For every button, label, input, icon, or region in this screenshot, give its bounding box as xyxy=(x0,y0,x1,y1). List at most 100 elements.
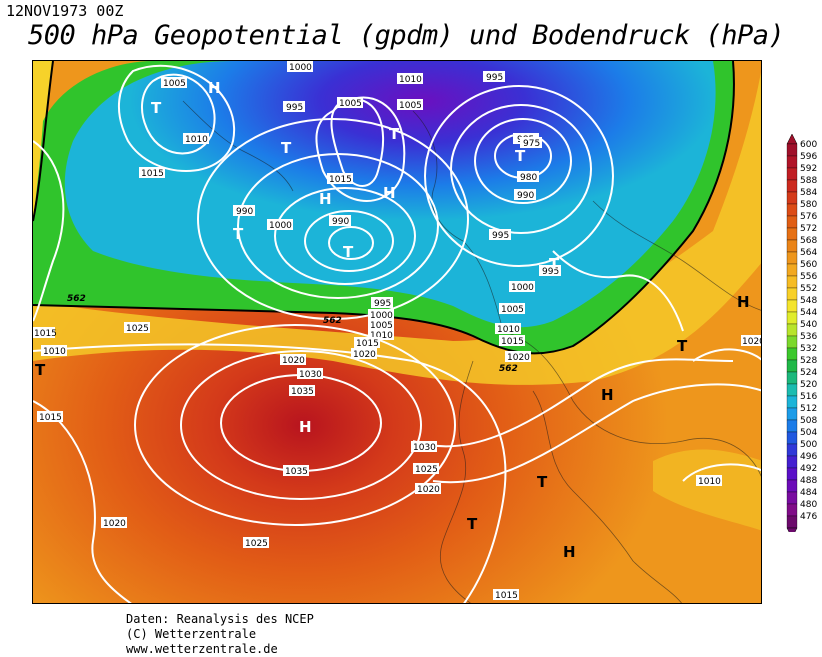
legend-swatch xyxy=(786,347,798,361)
legend-swatch xyxy=(786,455,798,469)
isobar-label: 1020 xyxy=(742,337,762,347)
legend-label: 492 xyxy=(800,464,817,474)
legend-label: 560 xyxy=(800,260,817,270)
isobar-label: 1015 xyxy=(495,591,518,601)
isobar-label: 1020 xyxy=(353,350,376,360)
isobar-label: 980 xyxy=(520,173,537,183)
map-datetime: 12NOV1973 00Z xyxy=(6,2,124,20)
legend-label: 504 xyxy=(800,428,817,438)
legend-label: 568 xyxy=(800,236,817,246)
legend-label: 580 xyxy=(800,200,817,210)
legend-swatch xyxy=(786,371,798,385)
legend-label: 564 xyxy=(800,248,817,258)
low-pressure-center: T xyxy=(151,99,162,117)
isobar-label: 1015 xyxy=(356,339,379,349)
isobar-label: 1015 xyxy=(141,169,164,179)
copyright: (C) Wetterzentrale xyxy=(126,627,257,641)
low-pressure-center: T xyxy=(515,147,526,165)
legend-scale: 600 596 592 588 584 580 576 572 568 564 560 556 552 5… xyxy=(786,133,817,539)
legend-swatch xyxy=(786,395,798,409)
isobar-label: 1010 xyxy=(185,135,208,145)
legend-swatch xyxy=(786,263,798,277)
isobar-label: 1000 xyxy=(511,283,534,293)
high-pressure-center: H xyxy=(383,184,396,202)
legend-swatch xyxy=(786,515,798,529)
low-pressure-center: T xyxy=(677,337,688,355)
isobar-label: 975 xyxy=(523,139,540,149)
legend-arrow-top xyxy=(786,133,798,145)
legend-swatch xyxy=(786,275,798,289)
legend-label: 548 xyxy=(800,296,817,306)
contour-label-562: 562 xyxy=(499,364,518,374)
legend-swatch xyxy=(786,203,798,217)
isobar-label: 1015 xyxy=(329,175,352,185)
high-pressure-center: H xyxy=(319,190,332,208)
contour-label-562: 562 xyxy=(323,316,342,326)
legend-swatch xyxy=(786,359,798,373)
legend-swatch xyxy=(786,443,798,457)
legend-label: 584 xyxy=(800,188,817,198)
isobar-label: 1020 xyxy=(507,353,530,363)
legend-swatch xyxy=(786,287,798,301)
legend-swatch xyxy=(786,467,798,481)
isobar-label: 990 xyxy=(236,207,253,217)
high-pressure-center: H xyxy=(601,386,614,404)
legend-label: 500 xyxy=(800,440,817,450)
legend-swatch xyxy=(786,335,798,349)
isobar-label: 1000 xyxy=(370,311,393,321)
legend-label: 524 xyxy=(800,368,817,378)
isobar-label: 1005 xyxy=(339,99,362,109)
legend-swatch xyxy=(786,323,798,337)
isobar-label: 1015 xyxy=(501,337,524,347)
map-title: 500 hPa Geopotential (gpdm) und Bodendru… xyxy=(28,20,785,51)
low-pressure-center: T xyxy=(389,125,400,143)
legend-label: 552 xyxy=(800,284,817,294)
yellow-patch-east xyxy=(653,449,761,531)
legend-label: 572 xyxy=(800,224,817,234)
isobar-label: 995 xyxy=(374,299,391,309)
legend-swatch xyxy=(786,311,798,325)
contour-label-562: 562 xyxy=(67,294,86,304)
legend-swatch xyxy=(786,431,798,445)
isobar-label: 1025 xyxy=(245,539,268,549)
legend-swatch xyxy=(786,215,798,229)
isobar-label: 1005 xyxy=(163,79,186,89)
isobar-label: 990 xyxy=(332,217,349,227)
legend-label: 496 xyxy=(800,452,817,462)
legend-label: 600 xyxy=(800,140,817,150)
legend-label: 536 xyxy=(800,332,817,342)
legend-label: 540 xyxy=(800,320,817,330)
legend-arrow-bottom xyxy=(786,527,798,539)
pressure-centers: H H H H H H H T T T T T T T T T T T xyxy=(35,79,750,561)
legend-swatch xyxy=(786,383,798,397)
legend-label: 488 xyxy=(800,476,817,486)
legend-label: 528 xyxy=(800,356,817,366)
low-pressure-center: T xyxy=(467,515,478,533)
isobar-label: 995 xyxy=(492,231,509,241)
isobar-label: 1005 xyxy=(399,101,422,111)
color-legend: 600 596 592 588 584 580 576 572 568 564 560 556 552 5… xyxy=(781,132,821,539)
legend-label: 576 xyxy=(800,212,817,222)
legend-label: 544 xyxy=(800,308,817,318)
isobar-label: 1020 xyxy=(282,356,305,366)
isobar-label: 1010 xyxy=(497,325,520,335)
legend-label: 532 xyxy=(800,344,817,354)
coastlines xyxy=(182,100,761,603)
contour-562 xyxy=(33,61,735,355)
isobar-label: 1010 xyxy=(43,347,66,357)
isobars xyxy=(33,64,761,603)
high-pressure-center: H xyxy=(208,79,221,97)
isobar-label: 1000 xyxy=(269,221,292,231)
high-pressure-center: H xyxy=(737,293,750,311)
legend-label: 556 xyxy=(800,272,817,282)
low-pressure-center: T xyxy=(281,139,292,157)
isobar-label: 995 xyxy=(486,73,503,83)
legend-label: 516 xyxy=(800,392,817,402)
legend-swatch xyxy=(786,503,798,517)
legend-swatch xyxy=(786,491,798,505)
legend-swatch xyxy=(786,179,798,193)
legend-label: 592 xyxy=(800,164,817,174)
isobar-label: 995 xyxy=(542,267,559,277)
data-source: Daten: Reanalysis des NCEP xyxy=(126,612,314,626)
legend-label: 512 xyxy=(800,404,817,414)
